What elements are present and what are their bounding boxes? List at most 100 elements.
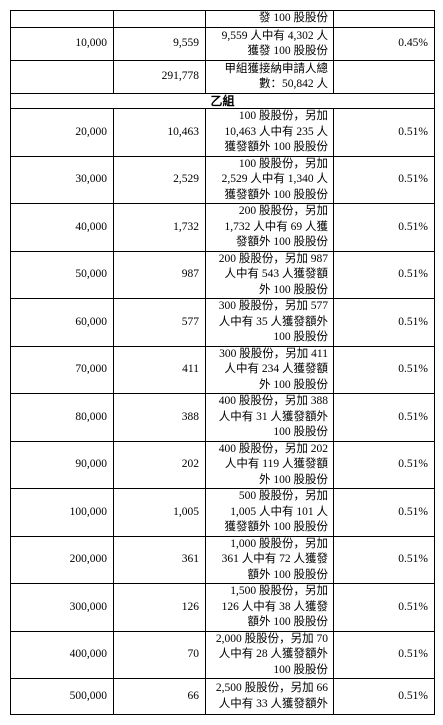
basis-line: 獲發 100 股股份: [247, 45, 329, 57]
percentage-cell: [333, 10, 435, 28]
basis-cell: 1,000 股股份，另加 361 人中有 72 人獲發 額外 100 股股份: [205, 535, 334, 584]
table-row: 70,000 411 300 股股份，另加 411 人中有 234 人獲發額外 100…: [10, 345, 435, 394]
percentage-cell: 0.51%: [333, 535, 435, 584]
application-cell: 90,000: [10, 440, 114, 489]
applicants-cell: 291,778: [113, 60, 206, 94]
applicants-cell: 577: [113, 298, 206, 347]
table-row: 40,000 1,732 200 股股份，另加 1,732 人中有 69 人獲發額外 …: [10, 203, 435, 252]
applicants-cell: 388: [113, 393, 206, 442]
table-row: 10,000 9,559 9,559 人中有 4,302 人獲發 100 股股份 0.…: [10, 27, 435, 61]
basis-line: 獲發額外 100 股股份: [224, 188, 329, 201]
basis-line: 數：50,842 人: [259, 78, 328, 90]
table-row: 100,000 1,005 500 股股份，另加 1,005 人中有 101 人獲發額…: [10, 488, 435, 537]
application-cell: 500,000: [10, 678, 114, 715]
basis-cell: 400 股股份，另加 388 人中有 31 人獲發額外 100 股股份: [205, 393, 334, 442]
basis-line: 外 100 股股份: [259, 283, 328, 296]
basis-line: 外 100 股股份: [259, 378, 328, 391]
table-row: 90,000 202 400 股股份，另加 202 人中有 119 人獲發額外 100…: [10, 440, 435, 489]
application-cell: [10, 10, 114, 28]
table-row: 乙組: [10, 93, 435, 109]
applicants-cell: 1,005: [113, 488, 206, 537]
basis-line: 1,000 股股份，另加: [230, 537, 328, 550]
basis-line: 人中有 119 人獲發額: [224, 458, 328, 470]
basis-line: 100 股股份，另加: [238, 110, 328, 122]
percentage-cell: 0.51%: [333, 630, 435, 679]
basis-line: 1,732 人中有 69 人獲: [224, 220, 329, 233]
basis-line: 300 股股份，另加 411: [219, 347, 328, 360]
table-row: 50,000 987 200 股股份，另加 987 人中有 543 人獲發額外 100…: [10, 250, 435, 299]
application-cell: 50,000: [10, 250, 114, 299]
applicants-cell: 1,732: [113, 203, 206, 252]
basis-line: 300 股股份，另加 577: [218, 300, 328, 312]
application-cell: 10,000: [10, 27, 114, 61]
basis-line: 獲發額外 100 股股份: [224, 521, 329, 533]
basis-line: 200 股股份，另加: [238, 205, 328, 217]
basis-line: 500 股股份，另加: [238, 490, 328, 502]
basis-line: 10,463 人中有 235 人: [224, 125, 329, 138]
table-row: 80,000 388 400 股股份，另加 388 人中有 31 人獲發額外 100 股…: [10, 393, 435, 442]
basis-line: 2,529 人中有 1,340 人: [221, 173, 328, 185]
application-cell: 200,000: [10, 535, 114, 584]
basis-cell: 2,000 股股份，另加 70 人中有 28 人獲發額外 100 股股份: [205, 630, 334, 679]
table-row: 30,000 2,529 100 股股份，另加 2,529 人中有 1,340 人獲發…: [10, 155, 435, 204]
basis-line: 200 股股份，另加 987: [218, 252, 328, 265]
basis-line: 9,559 人中有 4,302 人: [221, 29, 328, 42]
application-cell: 400,000: [10, 630, 114, 679]
basis-cell: 300 股股份，另加 577 人中有 35 人獲發額外 100 股股份: [205, 298, 334, 347]
basis-line: 發額外 100 股股份: [236, 236, 328, 248]
basis-line: 1,500 股股份，另加: [230, 585, 328, 597]
basis-line: 126 人中有 38 人獲發: [221, 600, 328, 613]
basis-line: 獲發額外 100 股股份: [224, 141, 329, 153]
application-cell: 70,000: [10, 345, 114, 394]
basis-line: 人中有 234 人獲發額: [224, 363, 329, 375]
applicants-cell: 2,529: [113, 155, 206, 204]
application-cell: 60,000: [10, 298, 114, 347]
application-cell: 100,000: [10, 488, 114, 537]
basis-line: 361 人中有 72 人獲發: [221, 553, 328, 565]
application-cell: 20,000: [10, 108, 114, 157]
basis-cell: 100 股股份，另加 2,529 人中有 1,340 人獲發額外 100 股股份: [205, 155, 334, 204]
application-cell: [10, 60, 114, 94]
table-row: 發 100 股股份: [10, 10, 435, 28]
applicants-cell: 70: [113, 630, 206, 679]
basis-cell: 300 股股份，另加 411 人中有 234 人獲發額外 100 股股份: [205, 345, 334, 394]
basis-line: 100 股股份，另加: [238, 157, 328, 170]
percentage-cell: 0.51%: [333, 393, 435, 442]
percentage-cell: [333, 60, 435, 94]
application-cell: 300,000: [10, 583, 114, 632]
application-cell: 40,000: [10, 203, 114, 252]
percentage-cell: 0.51%: [333, 108, 435, 157]
percentage-cell: 0.51%: [333, 250, 435, 299]
applicants-cell: 202: [113, 440, 206, 489]
percentage-cell: 0.51%: [333, 345, 435, 394]
application-cell: 80,000: [10, 393, 114, 442]
basis-line: 人中有 31 人獲發額外: [218, 410, 328, 423]
basis-cell: 2,500 股股份，另加 66 人中有 33 人獲發額外: [205, 678, 334, 715]
applicants-cell: [113, 10, 206, 28]
basis-line: 人中有 35 人獲發額外: [218, 315, 328, 328]
table-row: 20,000 10,463 100 股股份，另加 10,463 人中有 235 人獲發…: [10, 108, 435, 157]
basis-line: 2,000 股股份，另加 70: [215, 632, 328, 645]
basis-cell: 甲組獲接納申請人總數：50,842 人: [205, 60, 334, 94]
basis-cell: 1,500 股股份，另加 126 人中有 38 人獲發 額外 100 股股份: [205, 583, 334, 632]
basis-line: 100 股股份: [273, 663, 328, 676]
applicants-cell: 66: [113, 678, 206, 715]
group-header: 乙組: [10, 93, 435, 109]
percentage-cell: 0.51%: [333, 203, 435, 252]
applicants-cell: 126: [113, 583, 206, 632]
basis-line: 人中有 543 人獲發額: [224, 268, 329, 280]
percentage-cell: 0.51%: [333, 583, 435, 632]
applicants-cell: 9,559: [113, 27, 206, 61]
percentage-cell: 0.51%: [333, 298, 435, 347]
allotment-table: 發 100 股股份 10,000 9,559 9,559 人中有 4,302 人獲發 …: [10, 10, 435, 715]
basis-line: 400 股股份，另加 202: [218, 442, 328, 455]
applicants-cell: 987: [113, 250, 206, 299]
basis-cell: 500 股股份，另加 1,005 人中有 101 人獲發額外 100 股股份: [205, 488, 334, 537]
basis-line: 甲組獲接納申請人總: [224, 62, 329, 75]
table-body: 發 100 股股份 10,000 9,559 9,559 人中有 4,302 人獲發 …: [10, 10, 435, 715]
basis-line: 外 100 股股份: [259, 473, 328, 486]
applicants-cell: 10,463: [113, 108, 206, 157]
percentage-cell: 0.45%: [333, 27, 435, 61]
application-cell: 30,000: [10, 155, 114, 204]
